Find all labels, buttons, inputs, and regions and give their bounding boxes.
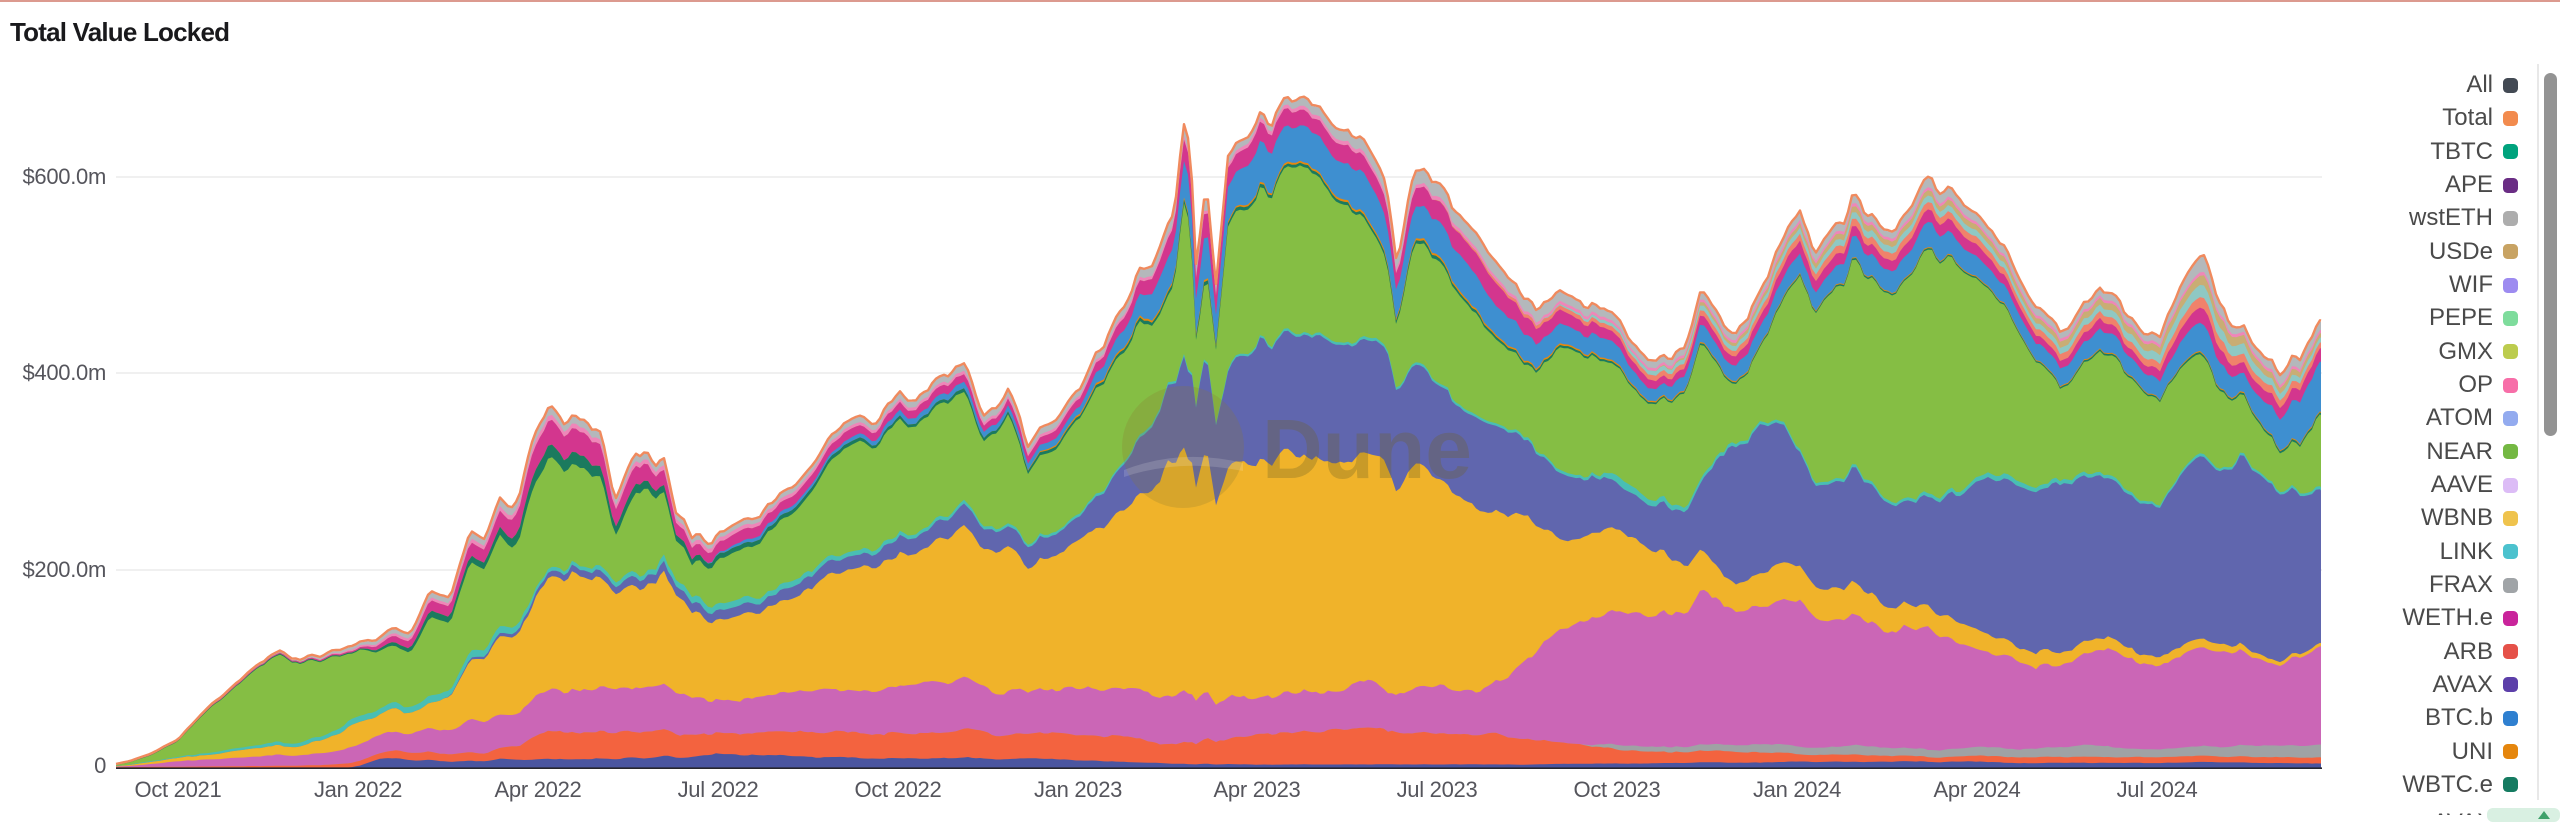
svg-text:0: 0 — [94, 753, 106, 778]
svg-text:Jan 2023: Jan 2023 — [1034, 777, 1122, 802]
svg-text:Jul 2022: Jul 2022 — [678, 777, 759, 802]
svg-text:Oct 2022: Oct 2022 — [855, 777, 942, 802]
svg-text:Oct 2021: Oct 2021 — [135, 777, 222, 802]
svg-text:$600.0m: $600.0m — [22, 164, 106, 189]
svg-text:Apr 2022: Apr 2022 — [495, 777, 582, 802]
svg-text:Jul 2023: Jul 2023 — [1397, 777, 1478, 802]
svg-text:Jan 2022: Jan 2022 — [314, 777, 402, 802]
svg-text:$200.0m: $200.0m — [22, 557, 106, 582]
svg-text:Jul 2024: Jul 2024 — [2117, 777, 2198, 802]
svg-text:Jan 2024: Jan 2024 — [1753, 777, 1841, 802]
svg-text:$400.0m: $400.0m — [22, 360, 106, 385]
svg-text:Oct 2023: Oct 2023 — [1574, 777, 1661, 802]
svg-text:Apr 2023: Apr 2023 — [1214, 777, 1301, 802]
svg-text:Dune: Dune — [1262, 402, 1472, 496]
svg-text:Apr 2024: Apr 2024 — [1934, 777, 2021, 802]
